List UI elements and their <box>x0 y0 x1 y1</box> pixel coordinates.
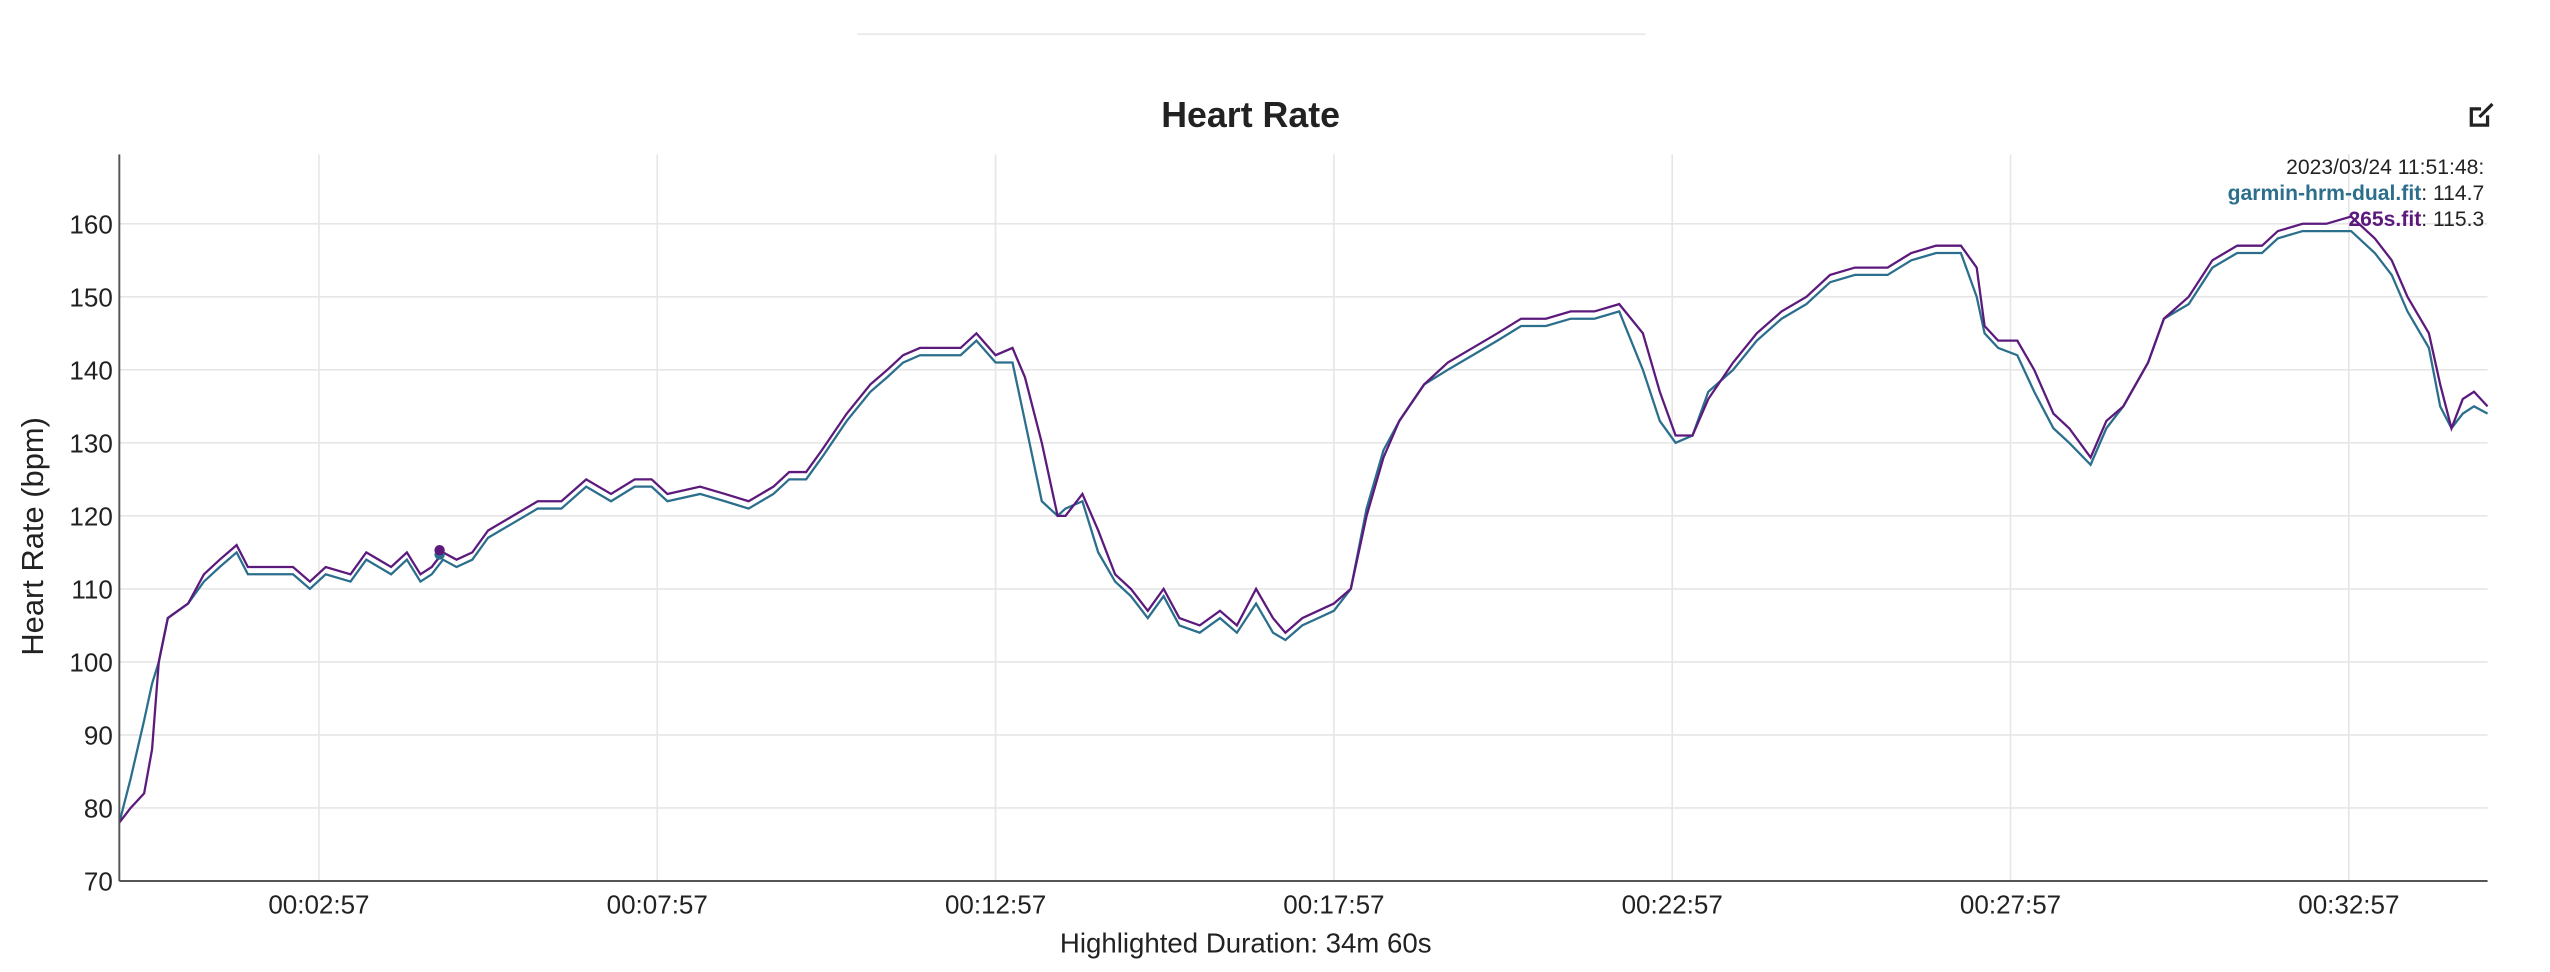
grid <box>119 154 2488 882</box>
x-tick-label: 00:02:57 <box>268 889 369 919</box>
x-tick-label: 00:22:57 <box>1622 889 1723 919</box>
series-line <box>118 229 2489 823</box>
edit-icon[interactable] <box>2469 102 2494 127</box>
x-tick-label: 00:27:57 <box>1960 889 2061 919</box>
series-line <box>118 215 2489 824</box>
y-tick-label: 90 <box>84 721 113 751</box>
y-tick-label: 120 <box>69 502 112 532</box>
tooltip: 2023/03/24 11:51:48: garmin-hrm-dual.fit:… <box>434 156 2484 560</box>
tooltip-time: 2023/03/24 11:51:48: <box>2286 156 2484 179</box>
y-tick-label: 110 <box>71 575 112 605</box>
edit-icon-pen <box>2478 102 2494 119</box>
x-tick-label: 00:17:57 <box>1283 889 1384 919</box>
lines <box>118 215 2489 824</box>
y-tick-label: 140 <box>69 356 112 386</box>
tooltip-separator: : <box>2421 208 2433 231</box>
tooltip-entry: 265s.fit: 115.3 <box>2348 208 2484 231</box>
tooltip-separator: : <box>2421 182 2433 205</box>
tooltip-name: 265s.fit <box>2348 208 2421 231</box>
x-tick-label: 00:07:57 <box>607 889 708 919</box>
x-axis-label: Highlighted Duration: 34m 60s <box>1060 927 1432 958</box>
edit-icon-box <box>2469 107 2490 127</box>
y-tick-label: 160 <box>69 210 112 240</box>
axes: 70 80 90 100 110 120 130 140 150 160 00:02:57 00:07… <box>69 154 2488 919</box>
tooltip-name: garmin-hrm-dual.fit <box>2228 182 2422 205</box>
y-tick-label: 130 <box>69 429 112 459</box>
y-tick-label: 80 <box>84 794 113 824</box>
hover-point <box>434 544 445 556</box>
tooltip-value: 115.3 <box>2433 208 2484 231</box>
tooltip-entry: garmin-hrm-dual.fit: 114.7 <box>2228 182 2485 205</box>
x-tick-label: 00:12:57 <box>945 889 1046 919</box>
chart-title: Heart Rate <box>1161 95 1340 135</box>
y-axis-label: Heart Rate (bpm) <box>15 417 50 656</box>
x-tick-label: 00:32:57 <box>2298 889 2399 919</box>
y-tick-label: 70 <box>84 867 113 897</box>
y-tick-label: 100 <box>69 648 112 678</box>
y-tick-label: 150 <box>69 283 112 313</box>
tooltip-value: 114.7 <box>2433 182 2484 205</box>
